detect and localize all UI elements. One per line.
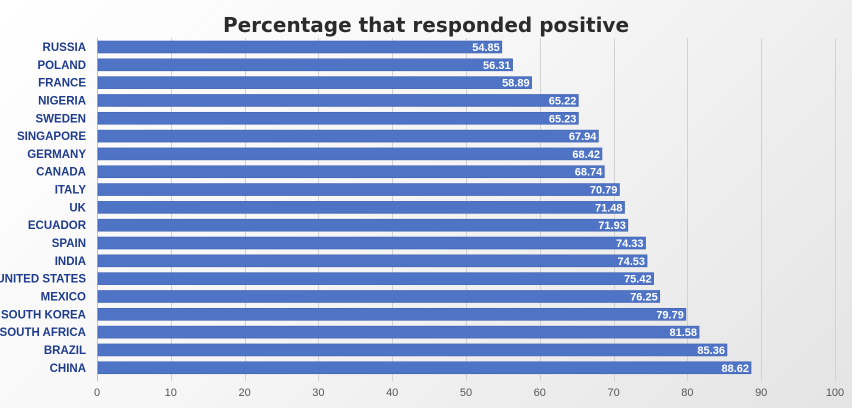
x-tick-label: 100 bbox=[826, 387, 844, 399]
x-axis-tick-labels: 0 10 20 30 40 50 60 70 80 90 100 bbox=[94, 387, 844, 399]
value-label: 56.31 bbox=[483, 60, 511, 72]
value-label: 54.85 bbox=[472, 42, 500, 54]
bar-united-states bbox=[97, 272, 654, 285]
category-label: CHINA bbox=[50, 363, 86, 375]
bar-uk bbox=[97, 201, 625, 214]
x-tick-label: 50 bbox=[460, 387, 472, 399]
bars bbox=[97, 40, 752, 375]
value-label: 65.22 bbox=[549, 95, 577, 107]
value-label: 65.23 bbox=[549, 113, 577, 125]
x-tick-label: 60 bbox=[534, 387, 546, 399]
value-label: 58.89 bbox=[502, 78, 530, 90]
bar-germany bbox=[97, 147, 603, 161]
chart-title: Percentage that responded positive bbox=[223, 13, 629, 37]
category-label: SWEDEN bbox=[36, 113, 86, 125]
value-label: 88.62 bbox=[721, 363, 749, 375]
bar-italy bbox=[97, 183, 620, 196]
bar-china bbox=[97, 361, 752, 375]
value-label: 67.94 bbox=[569, 131, 597, 143]
category-label: RUSSIA bbox=[43, 42, 86, 54]
category-label: ECUADOR bbox=[28, 220, 87, 232]
x-tick-label: 80 bbox=[681, 387, 693, 399]
category-label: ITALY bbox=[55, 185, 87, 197]
category-label: SPAIN bbox=[52, 238, 86, 250]
category-label: MEXICO bbox=[41, 291, 86, 303]
bar-russia bbox=[97, 40, 503, 54]
category-label: CANADA bbox=[36, 167, 86, 179]
bar-india bbox=[97, 254, 648, 268]
x-tick-label: 90 bbox=[755, 387, 767, 399]
value-label: 71.93 bbox=[598, 220, 626, 232]
x-tick-label: 70 bbox=[607, 387, 619, 399]
category-label: UK bbox=[69, 202, 86, 214]
bar-sweden bbox=[97, 111, 579, 125]
x-tick-label: 0 bbox=[94, 387, 100, 399]
category-label: UNITED STATES bbox=[0, 274, 86, 286]
value-label: 68.74 bbox=[575, 167, 603, 179]
value-label: 81.58 bbox=[670, 327, 698, 339]
category-label: GERMANY bbox=[27, 149, 86, 161]
category-label: NIGERIA bbox=[38, 95, 86, 107]
value-label: 79.79 bbox=[656, 309, 684, 321]
bar-south-africa bbox=[97, 325, 700, 339]
value-label: 75.42 bbox=[624, 274, 652, 286]
category-label: POLAND bbox=[37, 60, 86, 72]
category-label: SINGAPORE bbox=[17, 131, 86, 143]
value-label: 76.25 bbox=[630, 291, 658, 303]
bar-singapore bbox=[97, 129, 599, 143]
category-label: BRAZIL bbox=[44, 345, 86, 357]
bar-spain bbox=[97, 236, 646, 250]
category-label: SOUTH KOREA bbox=[1, 309, 86, 321]
category-label: SOUTH AFRICA bbox=[0, 327, 86, 339]
x-tick-label: 10 bbox=[165, 387, 177, 399]
value-label: 71.48 bbox=[595, 202, 623, 214]
value-labels: 54.85 56.31 58.89 65.22 65.23 67.94 68.42 68.74… bbox=[472, 42, 749, 375]
value-label: 85.36 bbox=[697, 345, 725, 357]
value-label: 68.42 bbox=[572, 149, 600, 161]
bar-south-korea bbox=[97, 307, 687, 321]
bar-canada bbox=[97, 165, 605, 179]
category-label: INDIA bbox=[55, 256, 86, 268]
bar-nigeria bbox=[97, 94, 579, 107]
bar-brazil bbox=[97, 343, 728, 357]
value-label: 70.79 bbox=[590, 185, 618, 197]
bar-poland bbox=[97, 58, 513, 72]
x-tick-label: 20 bbox=[238, 387, 250, 399]
bar-mexico bbox=[97, 290, 661, 303]
bar-france bbox=[97, 76, 532, 89]
category-label: FRANCE bbox=[38, 78, 86, 90]
value-label: 74.53 bbox=[618, 256, 646, 268]
x-tick-label: 30 bbox=[312, 387, 324, 399]
category-labels: RUSSIA POLAND FRANCE NIGERIA SWEDEN SINGAPORE… bbox=[0, 42, 87, 375]
value-label: 74.33 bbox=[616, 238, 644, 250]
x-tick-label: 40 bbox=[386, 387, 398, 399]
bar-ecuador bbox=[97, 218, 629, 232]
